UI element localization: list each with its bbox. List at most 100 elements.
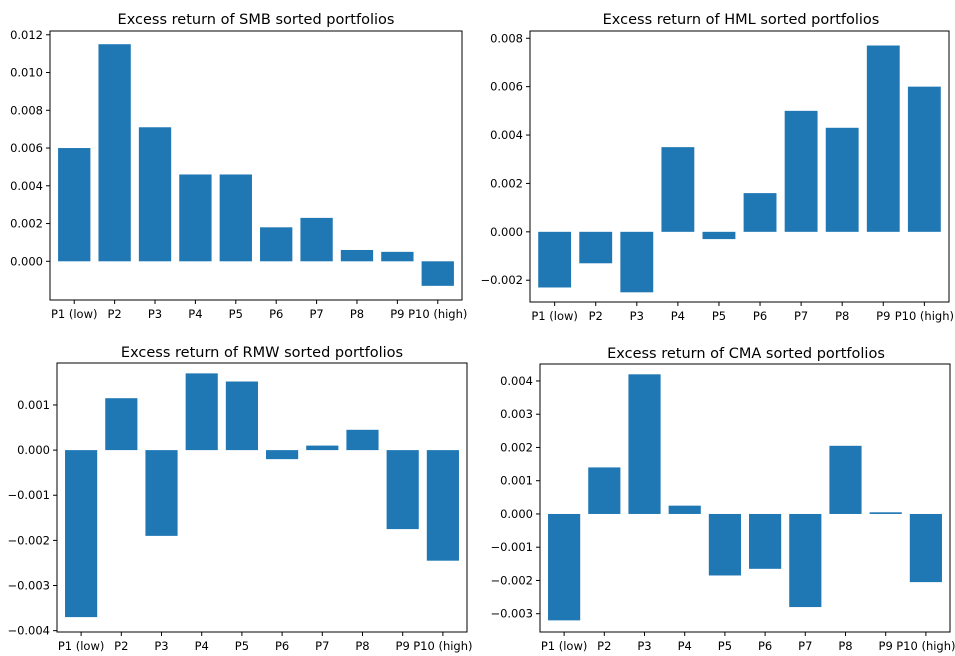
chart-panel-smb: Excess return of SMB sorted portfolios 0…: [10, 12, 467, 321]
bar-6: [260, 227, 293, 262]
x-tick-label: P2: [107, 307, 121, 321]
x-tick-label: P8: [835, 309, 849, 323]
bar-5: [219, 174, 252, 262]
bar-4: [668, 505, 701, 514]
x-tick-label: P10 (high): [413, 639, 472, 653]
x-tick-label: P9: [390, 307, 404, 321]
y-tick-label: 0.000: [10, 254, 43, 268]
bar-7: [306, 445, 339, 451]
bar-9: [381, 251, 414, 262]
y-tick-label: 0.000: [500, 507, 533, 521]
bar-7: [784, 110, 818, 232]
x-tick-label: P3: [630, 309, 644, 323]
y-tick-label: 0.001: [17, 398, 50, 412]
x-tick-label: P5: [229, 307, 243, 321]
x-tick-label: P3: [154, 639, 168, 653]
y-tick-label: −0.001: [490, 540, 533, 554]
bar-6: [743, 193, 777, 232]
bar-3: [138, 127, 172, 262]
bar-10: [421, 261, 454, 286]
y-tick-label: 0.010: [10, 66, 43, 80]
x-tick-label: P8: [350, 307, 364, 321]
y-tick-label: −0.001: [7, 488, 50, 502]
bar-8: [346, 429, 379, 451]
x-tick-label: P1 (low): [51, 307, 98, 321]
y-tick-label: 0.004: [500, 374, 533, 388]
bar-1: [65, 450, 98, 618]
bar-5: [708, 513, 741, 576]
x-tick-label: P7: [794, 309, 808, 323]
bar-4: [661, 147, 695, 232]
bar-2: [579, 231, 613, 264]
y-tick-label: 0.001: [500, 474, 533, 488]
axes-frame: [539, 363, 951, 633]
bar-4: [185, 373, 218, 451]
x-tick-label: P6: [753, 309, 767, 323]
y-tick-label: 0.008: [490, 31, 523, 45]
y-tick-label: 0.003: [500, 407, 533, 421]
bar-2: [98, 44, 131, 262]
x-tick-label: P7: [798, 639, 812, 653]
y-tick-label: 0.000: [17, 443, 50, 457]
bar-1: [538, 231, 572, 288]
chart-panel-cma: Excess return of CMA sorted portfolios −…: [490, 346, 955, 653]
y-tick-label: 0.004: [490, 128, 523, 142]
x-tick-label: P4: [188, 307, 202, 321]
y-tick-label: 0.006: [10, 141, 43, 155]
x-tick-label: P8: [838, 639, 852, 653]
x-tick-label: P9: [876, 309, 890, 323]
bar-7: [789, 513, 822, 608]
bar-5: [225, 381, 258, 451]
bar-1: [58, 148, 91, 262]
x-tick-label: P5: [235, 639, 249, 653]
bar-2: [588, 467, 621, 514]
x-tick-label: P9: [396, 639, 410, 653]
x-tick-label: P2: [589, 309, 603, 323]
bar-10: [426, 450, 459, 561]
bar-3: [628, 374, 661, 514]
plot-area: −0.004 −0.003 −0.002 −0.001 0.000 0.001 P1 (lo…: [7, 362, 473, 653]
x-tick-label: P6: [275, 639, 289, 653]
y-tick-label: −0.002: [7, 533, 50, 547]
x-tick-label: P3: [637, 639, 651, 653]
x-tick-label: P4: [671, 309, 685, 323]
bar-4: [179, 174, 212, 262]
bar-3: [145, 450, 178, 536]
x-tick-label: P10 (high): [408, 307, 467, 321]
bar-8: [340, 249, 374, 262]
x-tick-label: P6: [269, 307, 283, 321]
chart-title: Excess return of HML sorted portfolios: [603, 12, 880, 28]
bar-3: [620, 231, 654, 293]
bar-10: [909, 513, 942, 583]
bar-8: [829, 445, 862, 514]
y-tick-label: 0.002: [500, 440, 533, 454]
y-tick-label: −0.004: [7, 624, 50, 638]
chart-title: Excess return of SMB sorted portfolios: [118, 12, 395, 28]
y-tick-label: 0.004: [10, 179, 43, 193]
bar-5: [702, 231, 736, 240]
axes-frame: [49, 30, 463, 301]
y-tick-label: 0.000: [490, 225, 523, 239]
bar-9: [386, 450, 419, 530]
bar-6: [749, 513, 782, 569]
x-tick-label: P3: [148, 307, 162, 321]
x-tick-label: P9: [879, 639, 893, 653]
x-tick-label: P2: [597, 639, 611, 653]
chart-title: Excess return of CMA sorted portfolios: [607, 346, 885, 362]
plot-area: 0.000 0.002 0.004 0.006 0.008 0.010 0.012 P1 (l…: [10, 28, 467, 321]
bar-7: [300, 217, 333, 262]
bar-10: [907, 86, 941, 232]
x-tick-label: P10 (high): [895, 309, 954, 323]
x-tick-label: P8: [355, 639, 369, 653]
y-tick-label: 0.008: [10, 103, 43, 117]
axes-frame: [56, 362, 468, 633]
x-tick-label: P4: [195, 639, 209, 653]
axes-frame: [529, 30, 950, 303]
x-tick-label: P4: [678, 639, 692, 653]
x-tick-label: P2: [114, 639, 128, 653]
y-tick-label: −0.002: [480, 273, 523, 287]
x-tick-label: P7: [315, 639, 329, 653]
plot-area: −0.002 0.000 0.002 0.004 0.006 0.008 P1 (low) P…: [480, 30, 954, 323]
bar-1: [548, 513, 581, 621]
